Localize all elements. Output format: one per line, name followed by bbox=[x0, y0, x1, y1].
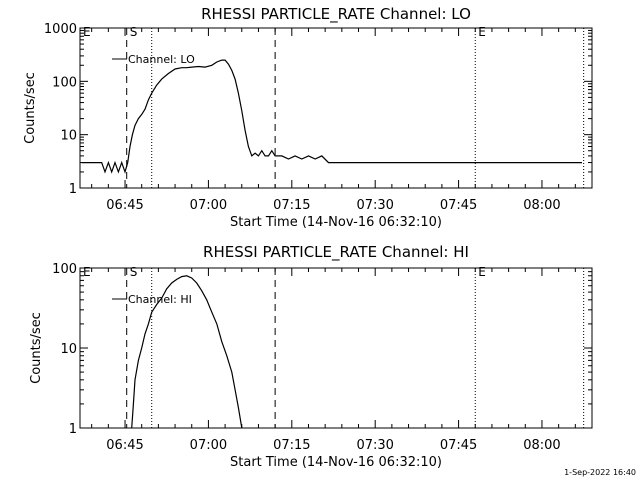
chart-title-hi: RHESSI PARTICLE_RATE Channel: HI bbox=[203, 243, 469, 262]
x-tick-label-lo: 07:45 bbox=[440, 198, 477, 213]
event-marker-label-hi: E bbox=[478, 265, 486, 279]
event-marker-label-hi: S bbox=[130, 265, 138, 279]
y-axis-label-lo: Counts/sec bbox=[23, 72, 38, 144]
x-tick-label-lo: 07:30 bbox=[356, 198, 393, 213]
x-tick-label-hi: 07:00 bbox=[190, 438, 227, 453]
series-line-hi bbox=[131, 275, 243, 429]
legend-label-hi: Channel: HI bbox=[128, 293, 192, 306]
y-tick-label-lo: 100 bbox=[52, 75, 77, 90]
x-tick-label-lo: 07:15 bbox=[273, 198, 310, 213]
y-tick-label-lo: 10 bbox=[60, 129, 77, 144]
chart-panel-lo: RHESSI PARTICLE_RATE Channel: LO 06:45 07:… bbox=[23, 5, 593, 230]
plot-frame-lo bbox=[79, 27, 593, 189]
x-tick-label-lo: 08:00 bbox=[523, 198, 560, 213]
y-tick-label-lo: 1 bbox=[69, 182, 77, 197]
x-tick-label-hi: 07:30 bbox=[356, 438, 393, 453]
event-marker-label-lo: E bbox=[83, 25, 91, 39]
y-axis-label-hi: Counts/sec bbox=[29, 312, 44, 384]
event-marker-label-lo: S bbox=[130, 25, 138, 39]
x-tick-label-hi: 07:15 bbox=[273, 438, 310, 453]
x-tick-label-hi: 06:45 bbox=[106, 438, 143, 453]
y-tick-label-hi: 100 bbox=[52, 262, 77, 277]
y-tick-label-lo: 1000 bbox=[44, 22, 77, 37]
x-tick-label-lo: 07:00 bbox=[190, 198, 227, 213]
x-tick-label-hi: 08:00 bbox=[523, 438, 560, 453]
x-axis-label-lo: Start Time (14-Nov-16 06:32:10) bbox=[230, 215, 442, 230]
plot-timestamp: 1-Sep-2022 16:40 bbox=[564, 468, 636, 477]
chart-title-lo: RHESSI PARTICLE_RATE Channel: LO bbox=[201, 5, 471, 24]
series-line-lo bbox=[81, 59, 582, 174]
x-tick-label-lo: 06:45 bbox=[106, 198, 143, 213]
y-tick-label-hi: 1 bbox=[69, 422, 77, 437]
legend-label-lo: Channel: LO bbox=[128, 53, 195, 66]
event-marker-label-hi: E bbox=[83, 265, 91, 279]
chart-panel-hi: RHESSI PARTICLE_RATE Channel: HI 06:45 07:… bbox=[29, 243, 593, 470]
event-marker-label-lo: E bbox=[478, 25, 486, 39]
x-axis-label-hi: Start Time (14-Nov-16 06:32:10) bbox=[230, 455, 442, 470]
x-tick-label-hi: 07:45 bbox=[440, 438, 477, 453]
y-tick-label-hi: 10 bbox=[60, 342, 77, 357]
